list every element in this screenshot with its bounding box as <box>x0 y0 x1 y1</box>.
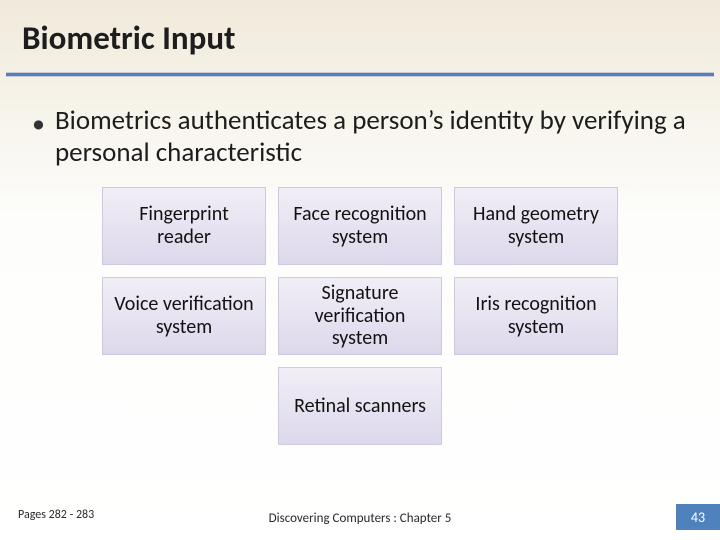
card-grid: Fingerprint reader Face recognition syst… <box>100 187 620 445</box>
grid-row-1: Fingerprint reader Face recognition syst… <box>100 187 620 265</box>
body-area: • Biometrics authenticates a person’s id… <box>0 77 720 445</box>
bullet-dot: • <box>32 107 45 139</box>
title-area: Biometric Input <box>0 0 720 66</box>
card-face-recognition: Face recognition system <box>278 187 442 265</box>
card-fingerprint-reader: Fingerprint reader <box>102 187 266 265</box>
grid-row-2: Voice verification system Signature veri… <box>100 277 620 355</box>
bullet-row: • Biometrics authenticates a person’s id… <box>30 105 690 169</box>
grid-row-3: Retinal scanners <box>100 367 620 445</box>
card-iris-recognition: Iris recognition system <box>454 277 618 355</box>
card-retinal-scanners: Retinal scanners <box>278 367 442 445</box>
page-number-badge: 43 <box>676 504 720 530</box>
bullet-text: Biometrics authenticates a person’s iden… <box>55 105 690 169</box>
card-hand-geometry: Hand geometry system <box>454 187 618 265</box>
slide-title: Biometric Input <box>22 18 698 58</box>
card-signature-verification: Signature verification system <box>278 277 442 355</box>
footer-center: Discovering Computers : Chapter 5 <box>0 511 720 526</box>
card-voice-verification: Voice verification system <box>102 277 266 355</box>
